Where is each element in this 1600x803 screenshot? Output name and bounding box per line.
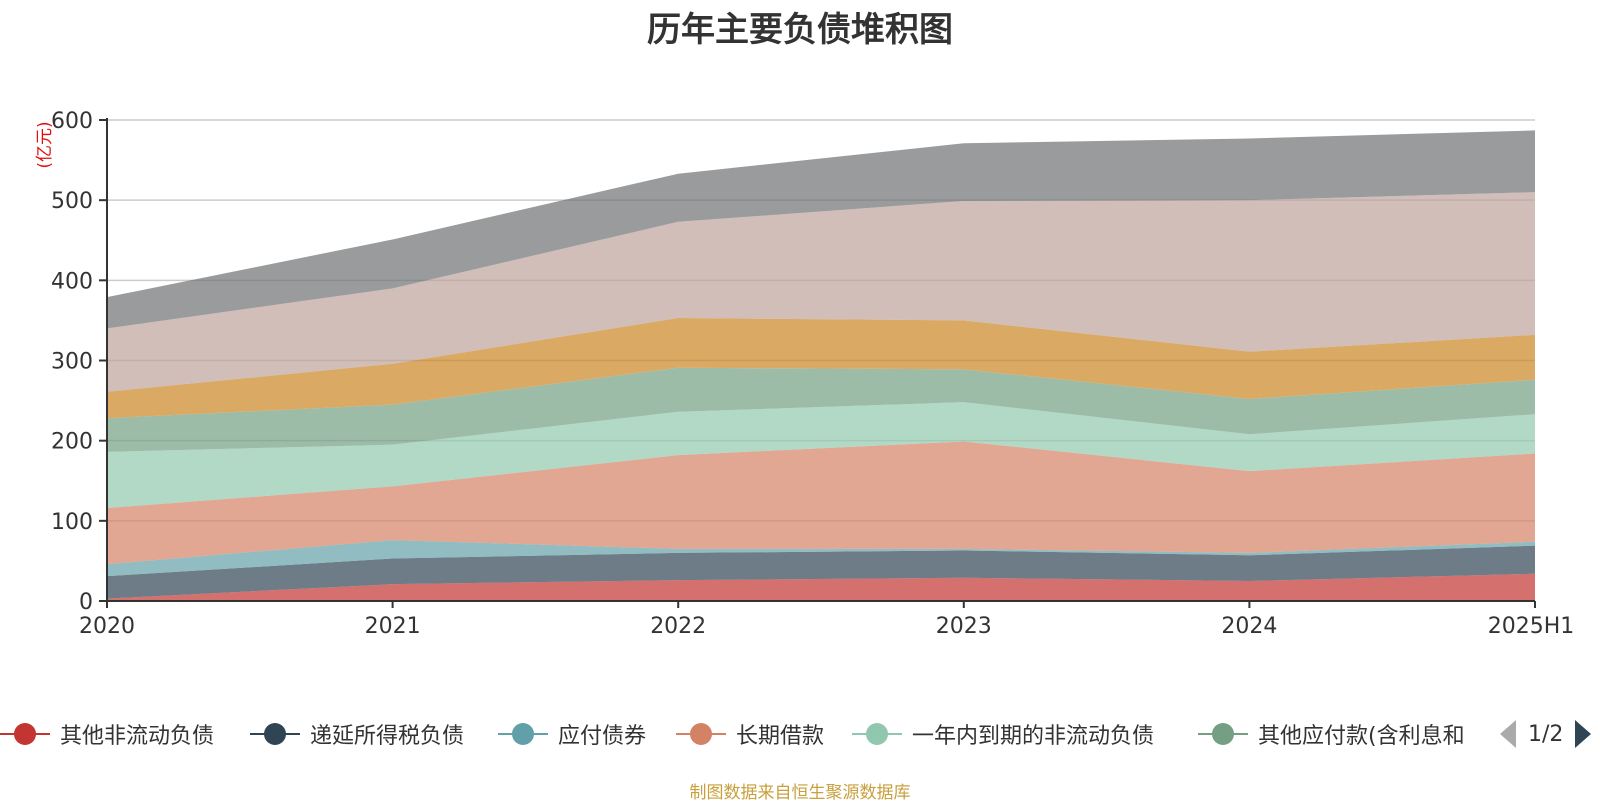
x-tick-label: 2021 [365,614,421,639]
legend-item-4[interactable]: 长期借款 [676,714,824,754]
legend-page-indicator: 1/2 [1528,721,1564,747]
legend-label: 其他应付款(含利息和 [1258,724,1465,749]
legend-item-3[interactable]: 应付债券 [498,714,646,754]
area-series [107,130,1535,601]
legend-prev-icon[interactable] [1500,720,1516,748]
area-series-4[interactable] [107,441,1535,565]
area-series-7[interactable] [107,318,1535,419]
legend-label: 应付债券 [558,724,647,749]
legend-marker-icon [250,722,300,746]
legend-item-1[interactable]: 其他非流动负债 [0,714,214,754]
legend-item-2[interactable]: 递延所得税负债 [250,714,464,754]
y-tick-label: 0 [79,590,93,615]
legend-marker-icon [0,722,50,746]
area-series-8[interactable] [107,192,1535,392]
legend-item-5[interactable]: 一年内到期的非流动负债 [852,714,1154,754]
area-series-6[interactable] [107,367,1535,452]
area-series-3[interactable] [107,540,1535,577]
legend-marker-icon [1198,722,1248,746]
x-tick-label: 2022 [650,614,706,639]
legend-pager: 1/2 [1500,714,1592,754]
chart-title: 历年主要负债堆积图 [647,10,953,50]
axes: 0 100 200 300 400 500 600 2020 2021 2022 2023 2024 2… [51,109,1574,639]
area-series-5[interactable] [107,402,1535,509]
legend-marker-icon [852,722,902,746]
y-tick-label: 200 [51,430,93,455]
legend: 其他非流动负债 递延所得税负债 应付债券 长期借款 一年内到期的非流动负债 其他应付款(含… [0,714,1600,754]
legend-marker-icon [498,722,548,746]
y-axis-label: (亿元) [35,121,55,168]
y-tick-label: 100 [51,510,93,535]
x-tick-label: 2020 [79,614,135,639]
legend-label: 递延所得税负债 [310,724,465,749]
legend-item-6[interactable]: 其他应付款(含利息和 [1198,714,1465,754]
x-tick-label: 2023 [936,614,992,639]
legend-next-icon[interactable] [1575,720,1592,748]
y-tick-label: 400 [51,269,93,294]
x-tick-label: 2024 [1221,614,1277,639]
legend-label: 长期借款 [736,724,825,749]
legend-label: 其他非流动负债 [60,724,215,749]
x-tick-label: 2025H1 [1488,614,1575,639]
area-series-2[interactable] [107,545,1535,599]
legend-label: 一年内到期的非流动负债 [912,724,1155,749]
stacked-area-chart: 0 100 200 300 400 500 600 2020 2021 2022 2023 2024 2… [35,109,1574,639]
y-tick-label: 500 [51,189,93,214]
legend-marker-icon [676,722,726,746]
y-tick-label: 300 [51,350,93,375]
data-source-note: 制图数据来自恒生聚源数据库 [689,783,911,803]
y-tick-label: 600 [51,109,93,134]
area-series-9[interactable] [107,130,1535,329]
area-series-1[interactable] [107,573,1535,601]
